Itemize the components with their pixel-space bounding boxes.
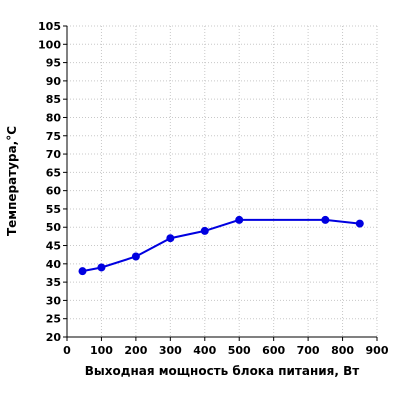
y-axis-title: Температура,°C (5, 126, 19, 236)
y-tick-label-8: 60 (46, 185, 62, 198)
y-tick-label-14: 90 (46, 75, 62, 88)
x-tick-label-4: 400 (193, 344, 216, 357)
y-tick-label-1: 25 (46, 313, 61, 326)
x-tick-label-3: 300 (159, 344, 182, 357)
series-group (78, 215, 364, 276)
x-axis-ticks: 0 100 200 300 400 500 600 700 800 900 (63, 337, 389, 357)
x-tick-label-1: 100 (90, 344, 113, 357)
y-tick-label-0: 20 (46, 331, 62, 344)
y-tick-label-3: 35 (46, 276, 61, 289)
x-axis-title: Выходная мощность блока питания, Вт (85, 364, 360, 378)
y-tick-label-16: 100 (38, 38, 61, 51)
x-tick-label-0: 0 (63, 344, 71, 357)
y-tick-label-6: 50 (46, 221, 62, 234)
y-axis-ticks: 20 25 30 35 40 45 50 55 60 65 70 75 80 85 90 95 100 105 (38, 20, 67, 344)
x-tick-label-6: 600 (262, 344, 285, 357)
y-tick-label-2: 30 (46, 294, 62, 307)
data-point-0-1 (97, 263, 106, 272)
axes (66, 26, 377, 338)
data-point-0-5 (235, 215, 244, 224)
y-tick-label-4: 40 (46, 258, 62, 271)
x-tick-label-8: 800 (331, 344, 354, 357)
y-tick-label-9: 65 (46, 166, 61, 179)
y-tick-label-17: 105 (38, 20, 61, 33)
y-tick-label-10: 70 (46, 148, 62, 161)
grid (66, 25, 378, 338)
data-point-0-6 (321, 215, 330, 224)
data-point-0-2 (131, 252, 140, 261)
data-point-0-0 (78, 267, 87, 276)
x-tick-label-9: 900 (366, 344, 389, 357)
x-tick-label-5: 500 (228, 344, 251, 357)
y-tick-label-15: 95 (46, 57, 61, 70)
series-line-0 (82, 218, 360, 273)
y-tick-label-7: 55 (46, 203, 61, 216)
data-point-0-7 (355, 219, 364, 228)
y-tick-label-5: 45 (46, 240, 61, 253)
x-tick-label-7: 700 (297, 344, 320, 357)
x-tick-label-2: 200 (124, 344, 147, 357)
y-tick-label-13: 85 (46, 93, 61, 106)
y-tick-label-12: 80 (46, 111, 62, 124)
data-point-0-3 (166, 234, 175, 243)
data-point-0-4 (200, 226, 209, 235)
y-tick-label-11: 75 (46, 130, 61, 143)
